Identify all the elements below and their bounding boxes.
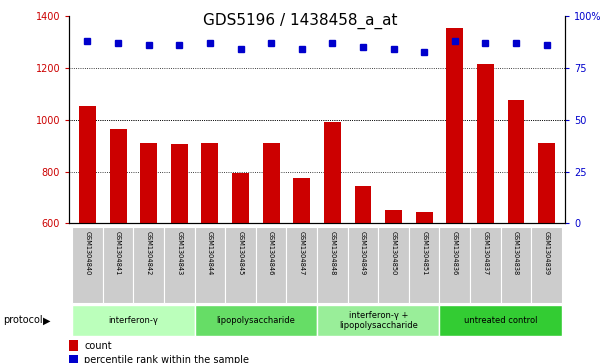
Bar (508, 101, 525, 223)
Text: GSM1304846: GSM1304846 (268, 231, 274, 275)
Bar (164, 227, 195, 303)
Text: count: count (84, 341, 112, 351)
Text: GSM1304838: GSM1304838 (513, 231, 519, 275)
Bar (263, 143, 279, 223)
Bar (347, 227, 378, 303)
Bar (171, 144, 188, 223)
Text: GSM1304847: GSM1304847 (299, 231, 305, 275)
Bar (140, 143, 157, 223)
Bar (103, 227, 133, 303)
Bar (531, 227, 562, 303)
Text: GSM1304837: GSM1304837 (483, 231, 489, 275)
Text: GSM1304841: GSM1304841 (115, 231, 121, 275)
Bar (378, 227, 409, 303)
Text: GSM1304836: GSM1304836 (452, 231, 458, 275)
Text: GSM1304845: GSM1304845 (237, 231, 243, 275)
Bar (195, 227, 225, 303)
Text: GSM1304849: GSM1304849 (360, 231, 366, 275)
Text: GDS5196 / 1438458_a_at: GDS5196 / 1438458_a_at (203, 13, 398, 29)
Bar (470, 227, 501, 303)
Bar (109, 129, 126, 223)
Text: GSM1304842: GSM1304842 (145, 231, 151, 275)
Bar (69, 340, 78, 351)
Bar (409, 227, 439, 303)
Bar (225, 227, 256, 303)
Bar (133, 227, 164, 303)
Text: lipopolysaccharide: lipopolysaccharide (216, 316, 295, 325)
Bar (72, 305, 195, 336)
Text: interferon-γ: interferon-γ (108, 316, 158, 325)
Text: GSM1304839: GSM1304839 (543, 231, 549, 275)
Text: protocol: protocol (3, 315, 43, 325)
Bar (201, 143, 218, 223)
Bar (72, 227, 103, 303)
Bar (232, 173, 249, 223)
Text: GSM1304848: GSM1304848 (329, 231, 335, 275)
Text: interferon-γ +
lipopolysaccharide: interferon-γ + lipopolysaccharide (339, 311, 418, 330)
Bar (256, 227, 287, 303)
Text: GSM1304850: GSM1304850 (391, 231, 397, 275)
Text: percentile rank within the sample: percentile rank within the sample (84, 355, 249, 363)
Text: GSM1304843: GSM1304843 (176, 231, 182, 275)
Bar (69, 355, 78, 363)
Bar (317, 305, 439, 336)
Text: GSM1304840: GSM1304840 (85, 231, 91, 275)
Bar (355, 186, 371, 223)
Bar (293, 178, 310, 223)
Bar (385, 210, 402, 223)
Bar (324, 122, 341, 223)
Bar (501, 227, 531, 303)
Bar (416, 212, 433, 223)
Bar (447, 28, 463, 223)
Text: GSM1304851: GSM1304851 (421, 231, 427, 275)
Bar (439, 305, 562, 336)
Bar (79, 106, 96, 223)
Bar (287, 227, 317, 303)
Bar (317, 227, 347, 303)
Text: ▶: ▶ (43, 315, 50, 325)
Bar (477, 64, 494, 223)
Bar (439, 227, 470, 303)
Bar (195, 305, 317, 336)
Text: untreated control: untreated control (464, 316, 537, 325)
Text: GSM1304844: GSM1304844 (207, 231, 213, 275)
Bar (538, 143, 555, 223)
